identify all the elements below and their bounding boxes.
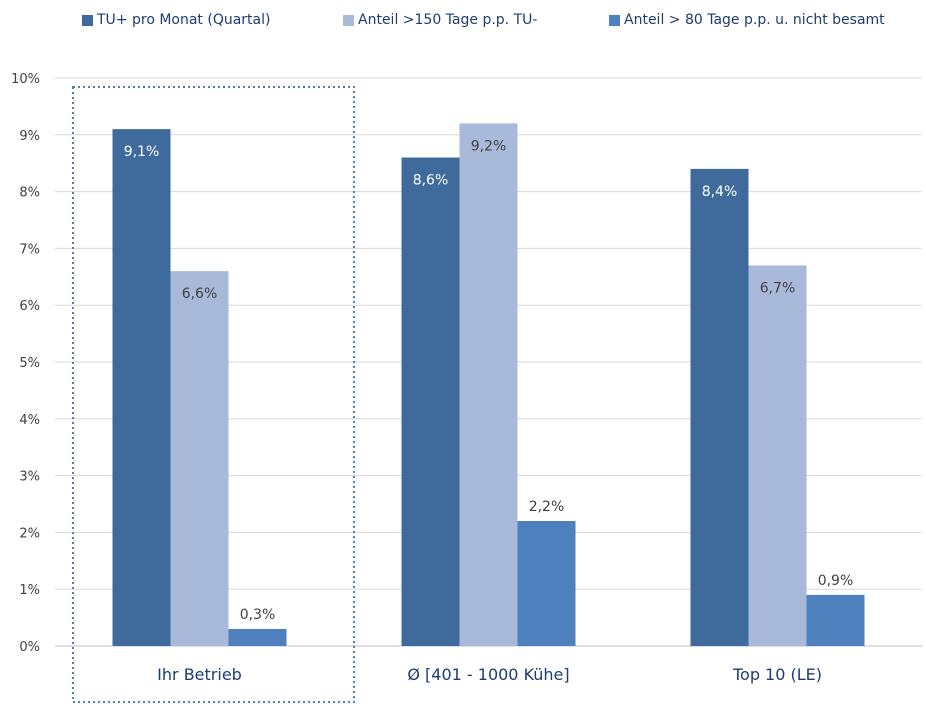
- y-tick-label-3: 3%: [19, 470, 40, 485]
- y-tick-label-7: 7%: [19, 242, 40, 257]
- legend-swatch-anteil-80: [609, 14, 620, 26]
- data-label-2-1: 6,7%: [760, 280, 796, 296]
- data-label-0-0: 9,1%: [124, 144, 160, 160]
- bar-1-2: [517, 521, 576, 646]
- bar-2-0: [690, 168, 749, 646]
- data-label-0-2: 0,3%: [240, 607, 276, 623]
- legend-item-tu-plus: TU+ pro Monat (Quartal): [82, 12, 270, 28]
- y-tick-label-5: 5%: [19, 356, 40, 371]
- y-tick-label-8: 8%: [19, 186, 40, 201]
- bar-0-1: [170, 271, 229, 646]
- y-tick-label-0: 0%: [19, 640, 40, 655]
- y-tick-label-9: 9%: [19, 129, 40, 144]
- bar-0-0: [112, 129, 171, 646]
- legend-item-anteil-80: Anteil > 80 Tage p.p. u. nicht besamt: [609, 12, 885, 28]
- legend-swatch-tu-plus: [82, 14, 93, 26]
- category-label-0: Ihr Betrieb: [157, 665, 242, 684]
- bar-2-2: [806, 594, 865, 646]
- data-label-2-2: 0,9%: [818, 573, 854, 589]
- data-label-1-0: 8,6%: [413, 173, 449, 189]
- bar-1-0: [401, 157, 460, 646]
- category-label-1: Ø [401 - 1000 Kühe]: [407, 665, 569, 684]
- legend-label-tu-plus: TU+ pro Monat (Quartal): [97, 12, 271, 28]
- data-label-1-1: 9,2%: [471, 138, 507, 154]
- bar-1-1: [459, 123, 518, 646]
- legend-swatch-anteil-150: [343, 14, 354, 26]
- data-label-0-1: 6,6%: [182, 286, 218, 302]
- y-tick-label-1: 1%: [19, 583, 40, 598]
- y-tick-label-2: 2%: [19, 526, 40, 541]
- bar-2-1: [748, 265, 807, 646]
- category-label-2: Top 10 (LE): [732, 665, 822, 684]
- data-label-2-0: 8,4%: [702, 184, 738, 200]
- data-label-1-2: 2,2%: [529, 499, 565, 515]
- y-tick-label-4: 4%: [19, 413, 40, 428]
- highlight-box: [72, 86, 355, 703]
- legend-label-anteil-150: Anteil >150 Tage p.p. TU-: [358, 12, 538, 28]
- legend: TU+ pro Monat (Quartal) Anteil >150 Tage…: [0, 12, 926, 36]
- legend-label-anteil-80: Anteil > 80 Tage p.p. u. nicht besamt: [624, 12, 885, 28]
- legend-item-anteil-150: Anteil >150 Tage p.p. TU-: [343, 12, 537, 28]
- y-tick-label-6: 6%: [19, 299, 40, 314]
- y-tick-label-10: 10%: [11, 72, 40, 87]
- bar-0-2: [228, 628, 287, 646]
